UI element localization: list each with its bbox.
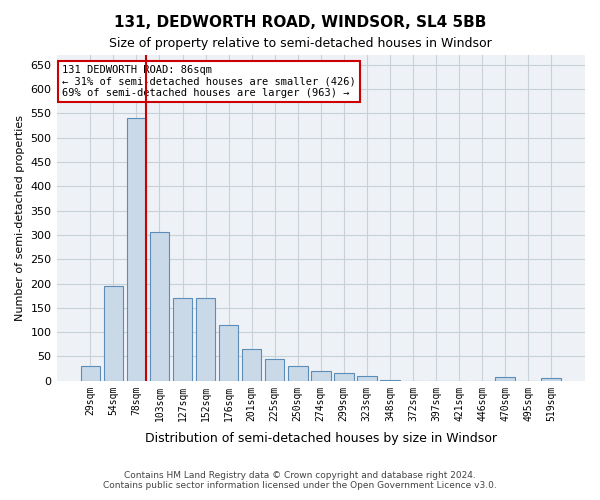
Bar	[80, 366, 100, 381]
Bar	[334, 374, 353, 381]
Bar	[496, 377, 515, 381]
Bar	[149, 232, 169, 381]
Text: Size of property relative to semi-detached houses in Windsor: Size of property relative to semi-detach…	[109, 38, 491, 51]
Bar	[219, 325, 238, 381]
Y-axis label: Number of semi-detached properties: Number of semi-detached properties	[15, 115, 25, 321]
Text: 131, DEDWORTH ROAD, WINDSOR, SL4 5BB: 131, DEDWORTH ROAD, WINDSOR, SL4 5BB	[114, 15, 486, 30]
Bar	[380, 380, 400, 381]
Bar	[104, 286, 123, 381]
X-axis label: Distribution of semi-detached houses by size in Windsor: Distribution of semi-detached houses by …	[145, 432, 497, 445]
Bar	[541, 378, 561, 381]
Bar	[288, 366, 308, 381]
Text: Contains HM Land Registry data © Crown copyright and database right 2024.
Contai: Contains HM Land Registry data © Crown c…	[103, 470, 497, 490]
Bar	[242, 349, 262, 381]
Bar	[127, 118, 146, 381]
Bar	[357, 376, 377, 381]
Bar	[173, 298, 193, 381]
Text: 131 DEDWORTH ROAD: 86sqm
← 31% of semi-detached houses are smaller (426)
69% of : 131 DEDWORTH ROAD: 86sqm ← 31% of semi-d…	[62, 65, 356, 98]
Bar	[265, 359, 284, 381]
Bar	[196, 298, 215, 381]
Bar	[311, 371, 331, 381]
